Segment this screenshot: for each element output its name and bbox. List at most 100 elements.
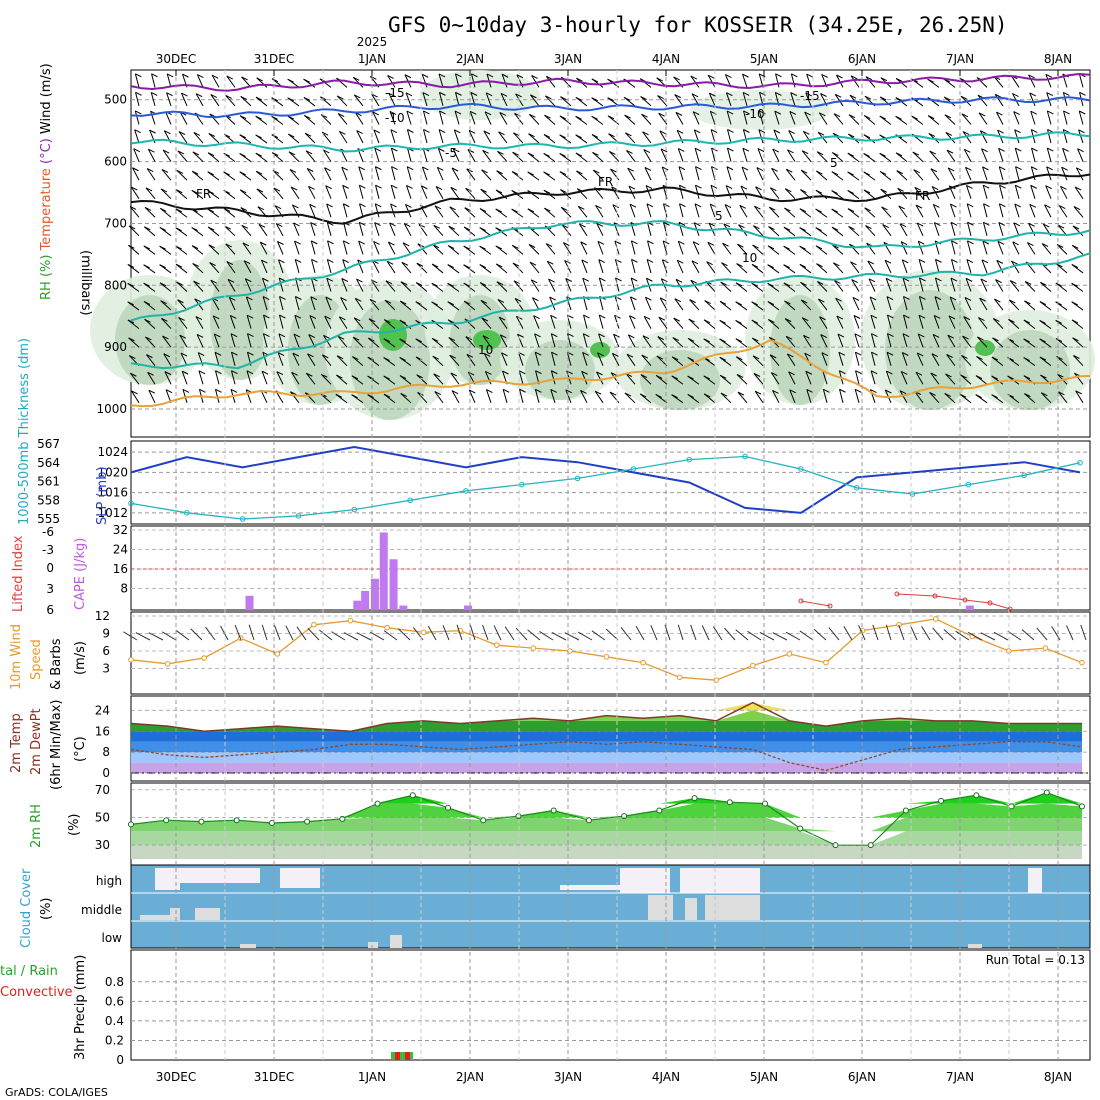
wind-barb-flag xyxy=(162,149,170,154)
wind-barb-flag xyxy=(975,394,982,399)
wind-barb xyxy=(198,370,204,385)
wind-barb-flag xyxy=(479,227,486,231)
wind-barb xyxy=(373,241,380,255)
wind-barb-flag xyxy=(335,393,343,398)
wind10m-barb xyxy=(456,624,463,641)
wind-barb-flag xyxy=(246,296,253,301)
wind-barb xyxy=(1078,73,1084,88)
wind-barb-flag xyxy=(479,264,487,269)
wind-barb xyxy=(325,296,332,311)
wind-barb-flag xyxy=(390,203,397,208)
wind-barb xyxy=(560,206,572,218)
wind-barb-flag xyxy=(159,226,167,231)
wind-barb xyxy=(932,204,940,218)
wind-barb xyxy=(740,185,748,199)
wind-barb xyxy=(657,336,668,348)
wind-barb xyxy=(228,297,236,311)
wind-barb xyxy=(211,74,220,88)
wind-barb-flag xyxy=(737,391,745,396)
wind-barb-flag xyxy=(160,300,167,305)
wind-barb xyxy=(513,132,524,144)
wind-barb-flag xyxy=(815,208,822,213)
wind-barb-flag xyxy=(583,333,590,338)
wind-barb xyxy=(144,207,156,218)
wind-barb-flag xyxy=(196,333,204,338)
upper-air-ylabel-mb: (millibars) xyxy=(78,250,93,316)
wind-barb-flag xyxy=(820,93,827,97)
top-day-label: 4JAN xyxy=(652,52,680,66)
wind-barb-flag xyxy=(658,112,665,117)
wind-barb-flag xyxy=(1056,263,1063,268)
wind-barb xyxy=(913,169,924,181)
wind-barb-flag xyxy=(182,388,190,393)
wind-barb-flag xyxy=(816,263,823,268)
rh-shade-upper xyxy=(690,90,830,130)
wind-barb-flag xyxy=(847,208,855,213)
wind-barb-flag xyxy=(415,338,422,343)
wind-barb xyxy=(420,185,428,199)
wind-barb-flag xyxy=(327,258,334,263)
wind-barb-flag xyxy=(135,110,142,115)
wind-barb-flag xyxy=(256,77,263,82)
wind-barb-flag xyxy=(1023,338,1030,343)
wind-barb-flag xyxy=(583,314,590,319)
wind-barb xyxy=(742,129,748,144)
wind-barb-flag xyxy=(1075,390,1082,395)
wind-barb-flag xyxy=(950,277,958,282)
wind-barb xyxy=(433,373,444,385)
wind-barb-flag xyxy=(383,338,391,343)
wind-barb xyxy=(422,110,428,125)
wind-barb-flag xyxy=(482,335,490,340)
wind-barb xyxy=(867,260,876,274)
wind-barb-flag xyxy=(1027,242,1034,247)
wind-barb-flag xyxy=(881,206,888,211)
wind10m-barb xyxy=(482,624,489,641)
wind-barb-flag xyxy=(642,131,649,136)
wind10m-barb xyxy=(564,632,580,641)
wind-barb xyxy=(758,129,764,144)
wind-barb xyxy=(581,371,588,385)
wind-barb-flag xyxy=(786,168,793,173)
rh-band xyxy=(131,792,1082,804)
wind-barb-flag xyxy=(191,227,198,231)
wind-barb-flag xyxy=(278,277,286,282)
wind-barb xyxy=(304,132,316,144)
wind-barb xyxy=(930,372,940,385)
wind-barb-flag xyxy=(343,203,350,208)
wind-barb xyxy=(479,282,492,292)
wind-barb xyxy=(406,185,412,199)
wind-barb-flag xyxy=(1074,186,1082,191)
wind-barb-flag xyxy=(869,296,877,301)
wind-barb xyxy=(544,207,556,218)
wind-barb-flag xyxy=(271,134,279,139)
wind-barb xyxy=(817,298,828,311)
wind-barb xyxy=(672,337,684,348)
wind-barb xyxy=(916,352,924,366)
wind-barb-flag xyxy=(999,184,1006,189)
wind-barb-flag xyxy=(707,241,715,246)
wind-barb xyxy=(562,242,572,255)
wind-barb xyxy=(934,296,940,311)
wind-barb-flag xyxy=(479,208,487,212)
wind-barb xyxy=(354,298,364,311)
rh-band xyxy=(131,845,1082,859)
wind-barb-flag xyxy=(431,337,439,342)
wind-barb-flag xyxy=(720,281,727,286)
wind-barb xyxy=(725,92,732,107)
wind-barb xyxy=(742,92,748,107)
wind-barb-flag xyxy=(593,169,600,174)
wind-barb-flag xyxy=(308,185,315,190)
wind-barb xyxy=(341,278,348,292)
wind-barb xyxy=(1030,166,1036,181)
thickness-line xyxy=(130,455,1081,520)
wind-barb-flag xyxy=(709,92,716,97)
wind-barb-flag xyxy=(486,73,494,78)
isotherm--15 xyxy=(130,72,1091,92)
wind-barb xyxy=(498,131,508,144)
wind-barb-flag xyxy=(722,242,729,247)
wind-barb-flag xyxy=(1071,282,1078,287)
wind-barb xyxy=(1058,205,1068,218)
li-marker xyxy=(962,597,968,603)
wind-barb-flag xyxy=(255,115,262,120)
wind-barb xyxy=(340,297,348,311)
